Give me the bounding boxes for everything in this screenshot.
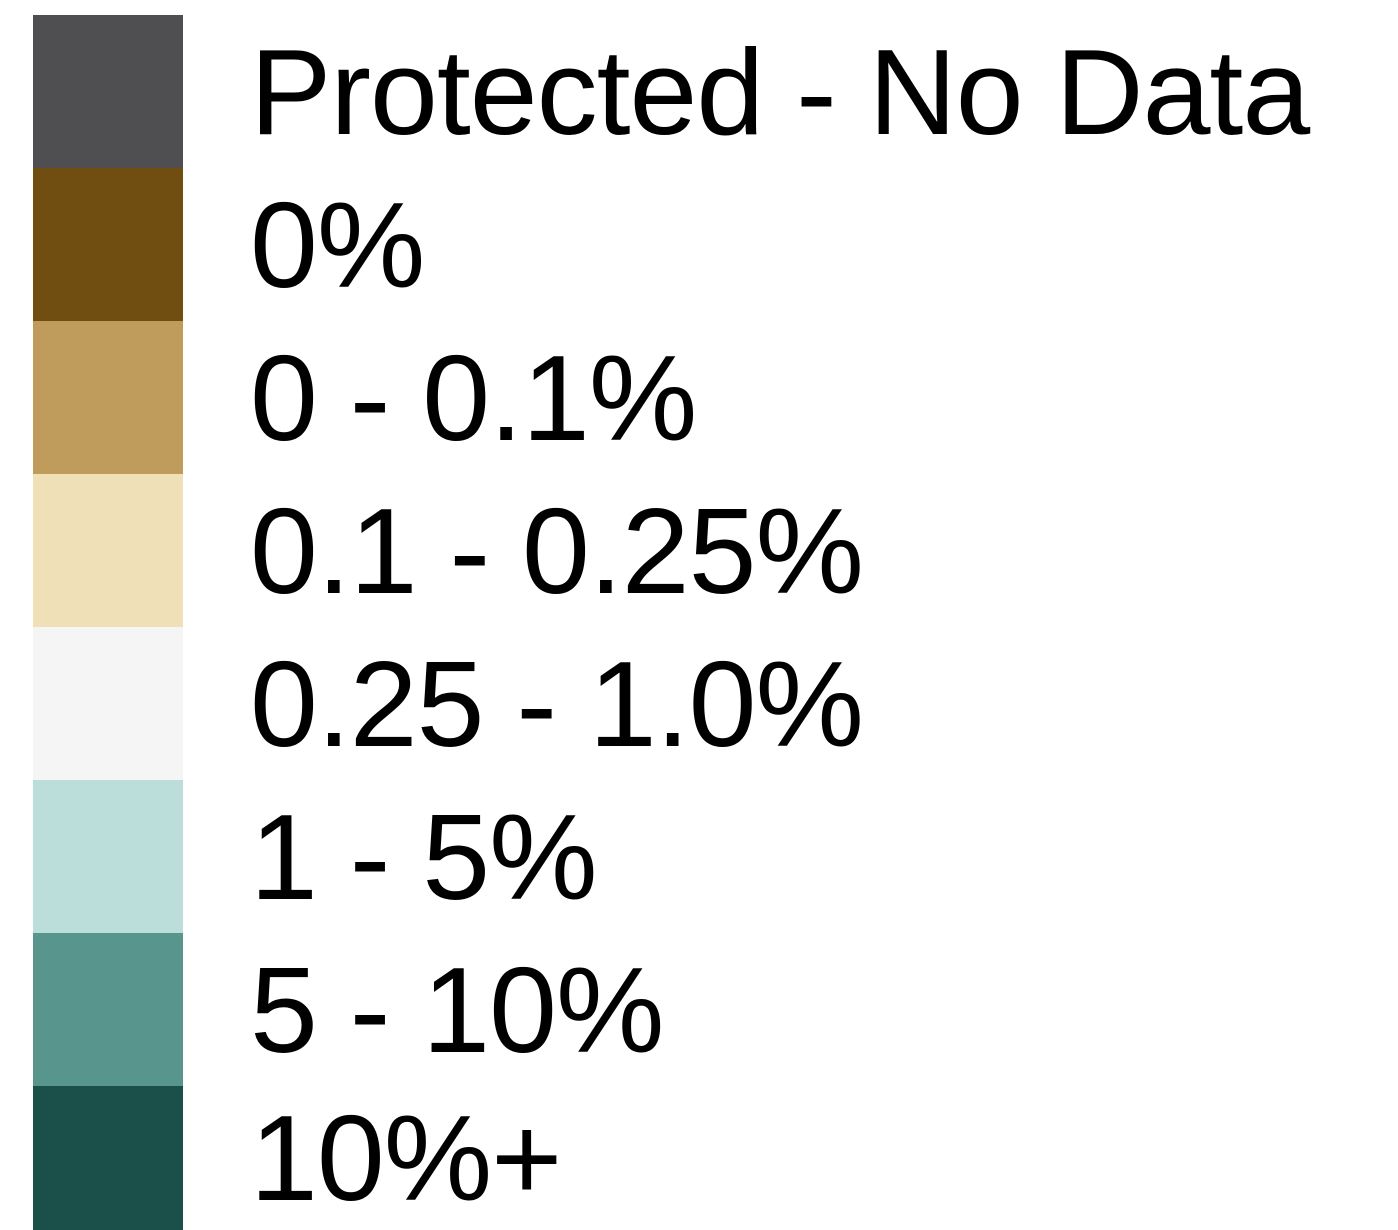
- legend-swatch: [33, 933, 183, 1086]
- legend-swatch: [33, 627, 183, 780]
- legend-item-0-percent: 0%: [0, 168, 1398, 321]
- legend-label: 0 - 0.1%: [250, 329, 697, 466]
- legend-item-0.1-to-0.25-percent: 0.1 - 0.25%: [0, 474, 1398, 627]
- legend-label: 0.1 - 0.25%: [250, 482, 864, 619]
- legend-item-protected-no-data: Protected - No Data: [0, 15, 1398, 168]
- legend-swatch: [33, 780, 183, 933]
- legend-label: 0.25 - 1.0%: [250, 635, 864, 772]
- legend-swatch: [33, 168, 183, 321]
- legend-label: 10%+: [250, 1090, 562, 1226]
- legend-item-5-to-10-percent: 5 - 10%: [0, 933, 1398, 1086]
- legend-item-0-to-0.1-percent: 0 - 0.1%: [0, 321, 1398, 474]
- legend-label: 5 - 10%: [250, 941, 664, 1078]
- legend-swatch: [33, 474, 183, 627]
- legend-swatch: [33, 321, 183, 474]
- legend-label: Protected - No Data: [250, 23, 1310, 160]
- legend-label: 1 - 5%: [250, 788, 598, 925]
- legend-swatch: [33, 15, 183, 168]
- legend-item-1-to-5-percent: 1 - 5%: [0, 780, 1398, 933]
- legend-item-0.25-to-1.0-percent: 0.25 - 1.0%: [0, 627, 1398, 780]
- legend-label: 0%: [250, 176, 425, 313]
- legend-item-10-percent-plus: 10%+: [0, 1086, 1398, 1230]
- legend-swatch: [33, 1086, 183, 1230]
